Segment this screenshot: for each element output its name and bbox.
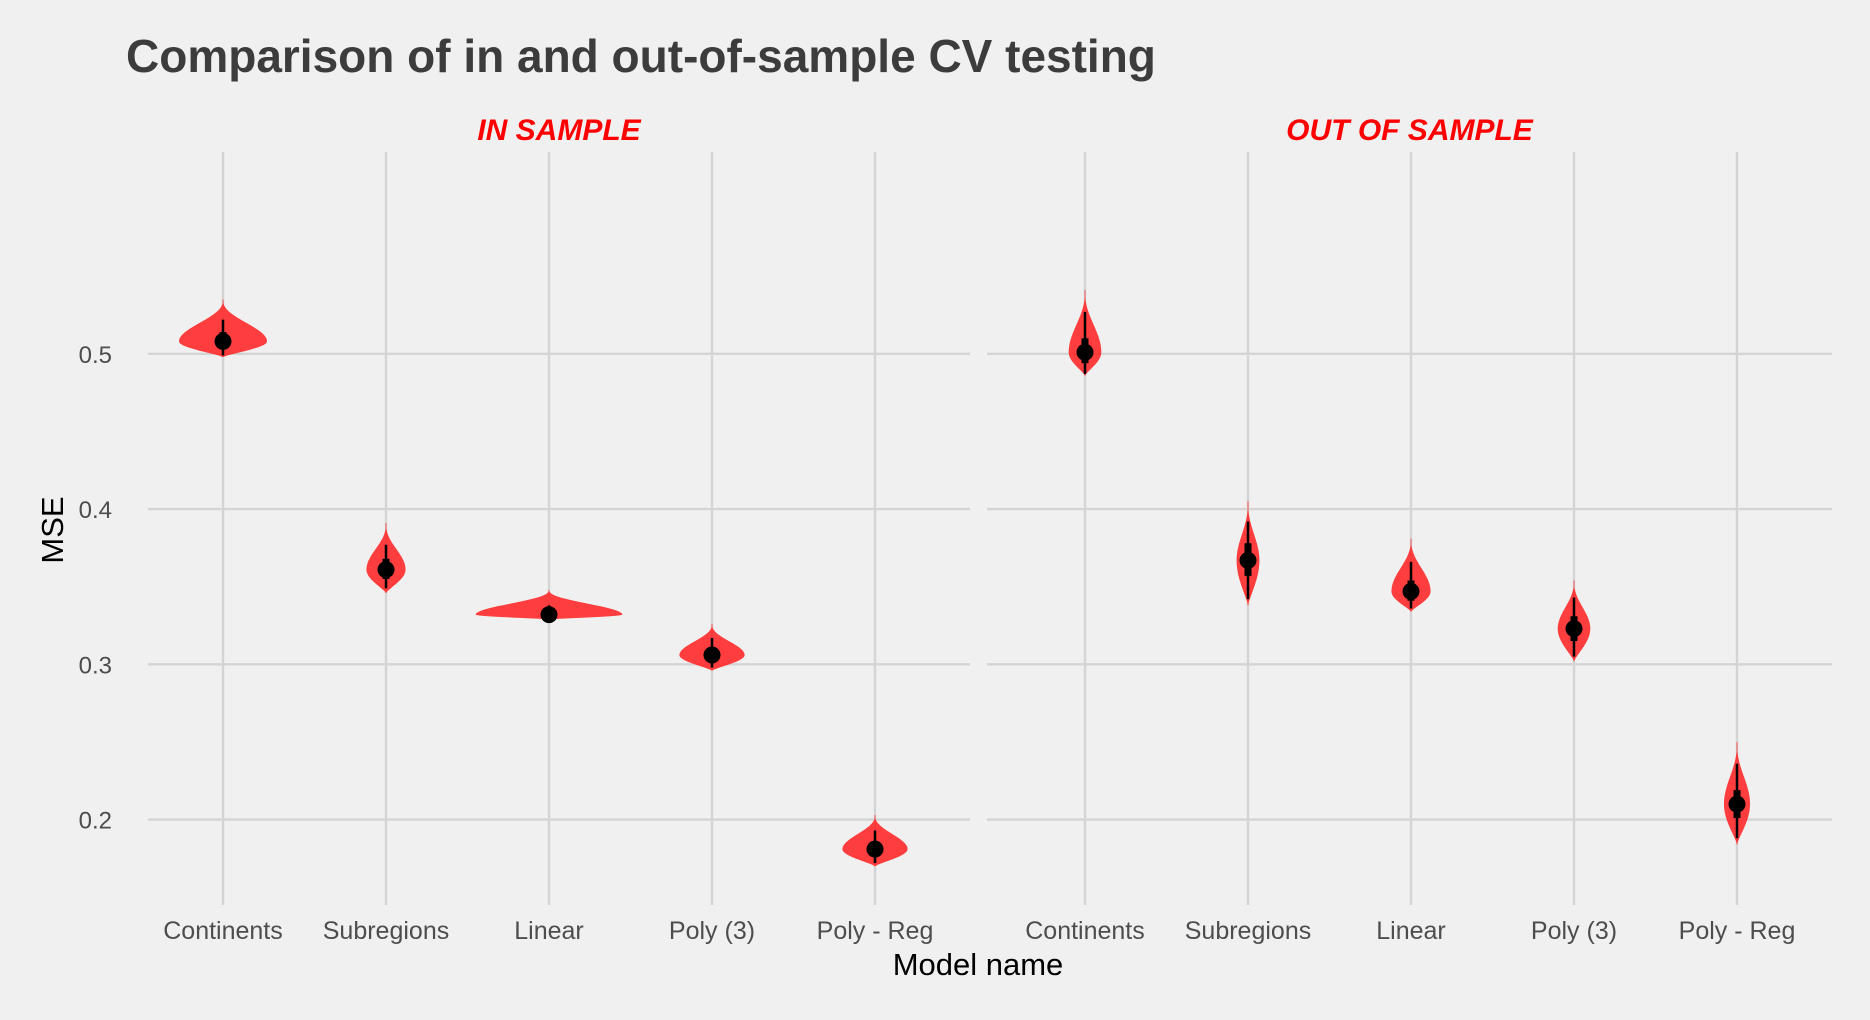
panel-in-sample: IN SAMPLE 0.2 0.3 0.4 0.5 Continents Subregion… xyxy=(79,114,970,945)
x-tick-label: Poly - Reg xyxy=(1679,917,1796,945)
y-tick-label: 0.3 xyxy=(79,652,112,679)
y-tick-label: 0.4 xyxy=(79,497,112,524)
x-tick-label: Poly - Reg xyxy=(817,917,934,945)
violin-group xyxy=(1723,741,1751,845)
x-tick-label: Linear xyxy=(514,917,584,945)
violin-group xyxy=(475,589,623,624)
violin-group xyxy=(178,299,268,357)
x-tick-label: Subregions xyxy=(323,917,449,945)
x-tick-label: Linear xyxy=(1376,917,1446,945)
violin-median-point xyxy=(1728,795,1746,813)
y-axis-title: MSE xyxy=(35,496,70,563)
violin-median-point xyxy=(1076,343,1094,361)
chart-title: Comparison of in and out-of-sample CV te… xyxy=(126,30,1156,82)
violin-group xyxy=(1391,538,1431,612)
violin-shape xyxy=(475,589,623,620)
panels: IN SAMPLE 0.2 0.3 0.4 0.5 Continents Subregion… xyxy=(79,114,1832,945)
y-tick-label: 0.5 xyxy=(79,342,112,369)
violin-group xyxy=(366,523,406,593)
x-tick-label: Continents xyxy=(1025,917,1145,945)
violin-median-point xyxy=(540,606,558,624)
violin-median-point xyxy=(214,332,232,350)
violin-median-point xyxy=(703,646,721,664)
violin-median-point xyxy=(1565,620,1583,638)
violin-group xyxy=(1068,290,1102,376)
violin-median-point xyxy=(377,561,395,579)
panel-strip-label: OUT OF SAMPLE xyxy=(1286,114,1534,147)
x-axis-title: Model name xyxy=(893,947,1064,982)
y-tick-label: 0.2 xyxy=(79,808,112,835)
violin-group xyxy=(679,623,745,671)
x-tick-label: Poly (3) xyxy=(1531,917,1617,945)
violin-group xyxy=(1557,580,1591,662)
violin-median-point xyxy=(1239,551,1257,569)
violin-group xyxy=(842,814,908,867)
panel-out-of-sample: OUT OF SAMPLE Continents Subregions Linear P… xyxy=(987,114,1832,945)
violin-group xyxy=(1236,501,1260,606)
panel-strip-label: IN SAMPLE xyxy=(477,114,641,147)
x-tick-label: Poly (3) xyxy=(669,917,755,945)
violin-median-point xyxy=(1402,582,1420,600)
violin-median-point xyxy=(866,840,884,858)
x-tick-label: Subregions xyxy=(1185,917,1311,945)
x-tick-label: Continents xyxy=(163,917,283,945)
